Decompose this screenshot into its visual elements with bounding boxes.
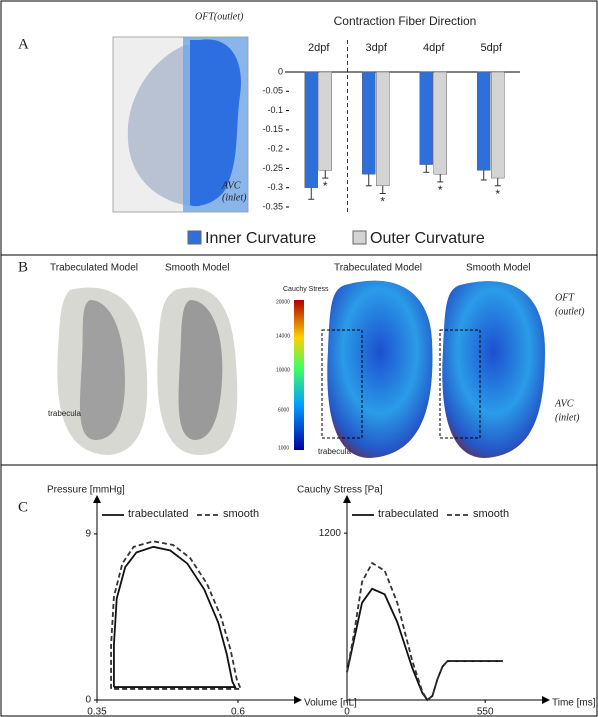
model-title: Trabeculated Model (334, 263, 422, 274)
model-title: Smooth Model (466, 263, 530, 274)
model-title: Trabeculated Model (50, 263, 138, 274)
legend-swatch (353, 231, 366, 244)
y-tick-label: -0.25 (262, 163, 283, 173)
annotation: trabecula (318, 447, 351, 456)
bar (491, 72, 504, 178)
chart-title: Contraction Fiber Direction (334, 14, 477, 28)
y-tick-label: -0.35 (262, 201, 283, 211)
colorbar-label: 6000 (278, 407, 289, 413)
image-label: (outlet) (555, 306, 585, 317)
legend-label: Inner Curvature (205, 230, 316, 247)
colorbar-title: Cauchy Stress (283, 286, 329, 293)
y-tick-label: -0.05 (262, 86, 283, 96)
line-series (347, 563, 503, 700)
image-label: OFT (555, 292, 575, 303)
y-tick-label: -0.15 (262, 124, 283, 134)
bar (420, 72, 433, 165)
x-tick-label: 550 (477, 707, 494, 717)
y-tick-label: -0.1 (267, 105, 283, 115)
y-tick-label: 9 (85, 529, 91, 540)
x-tick-label: 2dpf (308, 42, 330, 54)
legend-label: smooth (223, 508, 259, 520)
significance: * (323, 179, 328, 193)
colorbar-label: 10000 (276, 367, 290, 373)
y-tick-label: 0 (278, 66, 283, 76)
colorbar-label: 1000 (278, 445, 289, 451)
colorbar-label: 20000 (276, 299, 290, 305)
panel-label: A (18, 36, 29, 52)
y-tick-label: -0.2 (267, 144, 283, 154)
model-renders (57, 281, 545, 458)
legend-label: trabeculated (128, 508, 189, 520)
y-tick-label: -0.3 (267, 182, 283, 192)
legend-label: trabeculated (378, 508, 439, 520)
x-tick-label: 3dpf (366, 42, 388, 54)
image-label: (inlet) (555, 412, 580, 423)
x-axis-label: Time [ms] (552, 698, 596, 709)
y-tick-label: 0 (85, 695, 91, 706)
image-label: AVC (221, 180, 241, 191)
y-axis-label: Pressure [mmHg] (47, 485, 125, 496)
x-tick-label: 0 (344, 707, 350, 717)
x-tick-label: 5dpf (481, 42, 503, 54)
legend-label: smooth (473, 508, 509, 520)
annotation: trabecula (48, 409, 81, 418)
figure: A B C OFT(outlet) AVC (inlet) Trabeculat… (0, 0, 598, 717)
image-label: (inlet) (222, 192, 247, 203)
y-axis-label: Cauchy Stress [Pa] (297, 485, 383, 496)
significance: * (438, 183, 443, 197)
line-series (114, 547, 235, 687)
panel-label: C (18, 499, 28, 515)
significance: * (380, 195, 385, 209)
x-tick-label: 0.6 (231, 707, 245, 717)
legend-label: Outer Curvature (370, 230, 485, 247)
x-tick-label: 4dpf (423, 42, 445, 54)
panel-label: B (18, 259, 28, 275)
bar (362, 72, 375, 174)
x-tick-label: 0.35 (87, 707, 107, 717)
significance: * (495, 187, 500, 201)
bar (376, 72, 389, 186)
line-series (347, 589, 503, 700)
line-series (111, 541, 241, 689)
bar (477, 72, 490, 170)
model-title: Smooth Model (165, 263, 229, 274)
y-tick-label: 1200 (319, 528, 342, 539)
bar (305, 72, 318, 188)
image-label: OFT(outlet) (195, 11, 244, 22)
bar (434, 72, 447, 174)
colorbar-label: 14000 (276, 333, 290, 339)
image-label: AVC (554, 398, 574, 409)
bar (319, 72, 332, 170)
legend-swatch (188, 231, 201, 244)
